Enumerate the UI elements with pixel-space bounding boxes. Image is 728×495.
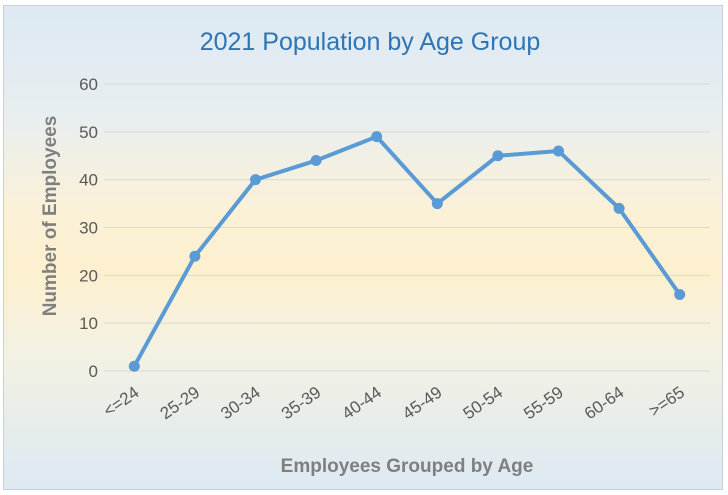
y-tick-label: 60 bbox=[79, 75, 98, 94]
data-point bbox=[128, 360, 140, 372]
x-axis-ticks: <=24 25-29 30-34 35-39 40-44 45-49 50-54 55-59 6… bbox=[100, 383, 688, 424]
x-tick-label: 55-59 bbox=[520, 383, 567, 424]
x-tick-label: 45-49 bbox=[399, 383, 446, 424]
gridlines bbox=[104, 83, 710, 372]
y-tick-label: 0 bbox=[89, 362, 98, 381]
data-point bbox=[310, 155, 322, 167]
y-axis-title: Number of Employees bbox=[40, 116, 61, 317]
x-tick-label: <=24 bbox=[100, 383, 143, 421]
data-point bbox=[189, 250, 201, 262]
data-point bbox=[371, 131, 383, 143]
data-point bbox=[613, 202, 625, 214]
y-tick-label: 10 bbox=[79, 314, 98, 333]
x-tick-label: 25-29 bbox=[157, 383, 204, 424]
chart-area bbox=[3, 5, 723, 490]
series-line bbox=[132, 134, 682, 369]
series bbox=[128, 131, 686, 372]
x-axis-title: Employees Grouped by Age bbox=[281, 456, 534, 477]
x-tick-label: >=65 bbox=[645, 383, 688, 421]
x-tick-label: 30-34 bbox=[217, 383, 264, 424]
y-tick-label: 30 bbox=[79, 219, 98, 238]
x-tick-label: 50-54 bbox=[460, 383, 507, 424]
data-point bbox=[492, 150, 504, 162]
data-point bbox=[674, 288, 686, 300]
data-point bbox=[250, 174, 261, 186]
chart-title: 2021 Population by Age Group bbox=[200, 28, 541, 56]
data-point bbox=[431, 198, 443, 210]
y-tick-label: 40 bbox=[79, 171, 98, 190]
y-axis-ticks: 0 10 20 30 40 50 60 bbox=[79, 75, 98, 381]
y-tick-label: 20 bbox=[79, 266, 98, 285]
y-tick-label: 50 bbox=[79, 123, 98, 142]
x-tick-label: 40-44 bbox=[338, 383, 385, 424]
x-tick-label: 35-39 bbox=[278, 383, 325, 424]
data-point bbox=[553, 145, 564, 157]
x-tick-label: 60-64 bbox=[581, 383, 628, 424]
